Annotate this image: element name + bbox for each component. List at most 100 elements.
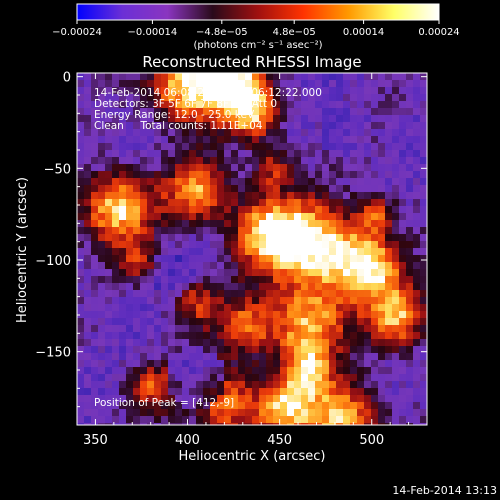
heatmap-cell xyxy=(112,311,120,319)
heatmap-cell xyxy=(329,290,337,298)
heatmap-cell xyxy=(371,325,379,333)
heatmap-cell xyxy=(112,318,120,326)
heatmap-cell xyxy=(392,220,400,228)
heatmap-cell xyxy=(203,234,211,242)
heatmap-cell xyxy=(147,108,155,116)
heatmap-cell xyxy=(119,248,127,256)
heatmap-cell xyxy=(350,402,358,410)
heatmap-cell xyxy=(217,388,225,396)
heatmap-cell xyxy=(287,388,295,396)
heatmap-cell xyxy=(420,304,427,312)
heatmap-cell xyxy=(168,171,176,179)
heatmap-cell xyxy=(308,416,316,424)
heatmap-cell xyxy=(84,157,92,165)
heatmap-cell xyxy=(238,220,246,228)
heatmap-cell xyxy=(308,143,316,151)
heatmap-cell xyxy=(322,290,330,298)
heatmap-cell xyxy=(203,255,211,263)
heatmap-cell xyxy=(189,381,197,389)
heatmap-cell xyxy=(420,416,427,424)
heatmap-cell xyxy=(329,80,337,88)
heatmap-cell xyxy=(126,87,134,95)
heatmap-cell xyxy=(217,234,225,242)
heatmap-cell xyxy=(140,150,148,158)
heatmap-cell xyxy=(91,360,99,368)
heatmap-cell xyxy=(322,129,330,137)
heatmap-cell xyxy=(343,122,351,130)
heatmap-cell xyxy=(224,87,232,95)
heatmap-cell xyxy=(385,122,393,130)
heatmap-cell xyxy=(133,311,141,319)
heatmap-cell xyxy=(385,360,393,368)
heatmap-cell xyxy=(322,220,330,228)
heatmap-cell xyxy=(371,164,379,172)
heatmap-cell xyxy=(287,311,295,319)
heatmap-cell xyxy=(245,178,253,186)
timestamp: 14-Feb-2014 13:13 xyxy=(392,484,497,497)
heatmap-cell xyxy=(266,213,274,221)
heatmap-cell xyxy=(273,206,281,214)
heatmap-cell xyxy=(385,192,393,200)
heatmap-cell xyxy=(378,80,386,88)
heatmap-cell xyxy=(154,94,162,102)
heatmap-cell xyxy=(266,290,274,298)
heatmap-cell xyxy=(308,311,316,319)
heatmap-cell xyxy=(266,395,274,403)
heatmap-cell xyxy=(147,283,155,291)
heatmap-cell xyxy=(161,87,169,95)
heatmap-cell xyxy=(413,157,421,165)
heatmap-cell xyxy=(84,367,92,375)
heatmap-cell xyxy=(77,283,85,291)
heatmap-cell xyxy=(357,283,365,291)
heatmap-cell xyxy=(329,339,337,347)
heatmap-cell xyxy=(322,416,330,424)
heatmap-cell xyxy=(343,185,351,193)
heatmap-cell xyxy=(301,283,309,291)
heatmap-cell xyxy=(280,269,288,277)
heatmap-cell xyxy=(252,206,260,214)
heatmap-cell xyxy=(245,374,253,382)
heatmap-cell xyxy=(182,101,190,109)
heatmap-cell xyxy=(245,395,253,403)
heatmap-cell xyxy=(112,297,120,305)
heatmap-cell xyxy=(273,416,281,424)
heatmap-cell xyxy=(105,108,113,116)
heatmap-cell xyxy=(84,318,92,326)
heatmap-cell xyxy=(231,122,239,130)
heatmap-cell xyxy=(252,234,260,242)
heatmap-cell xyxy=(343,150,351,158)
heatmap-cell xyxy=(119,402,127,410)
heatmap-cell xyxy=(98,255,106,263)
heatmap-cell xyxy=(259,409,267,417)
heatmap-cell xyxy=(98,332,106,340)
heatmap-cell xyxy=(399,248,407,256)
heatmap-cell xyxy=(203,262,211,270)
heatmap-cell xyxy=(224,73,232,81)
heatmap-cell xyxy=(210,164,218,172)
heatmap-cell xyxy=(259,255,267,263)
heatmap-cell xyxy=(231,241,239,249)
heatmap-cell xyxy=(196,395,204,403)
heatmap-cell xyxy=(112,388,120,396)
heatmap-cell xyxy=(266,255,274,263)
heatmap-cell xyxy=(189,220,197,228)
heatmap-cell xyxy=(238,241,246,249)
heatmap-cell xyxy=(392,332,400,340)
heatmap-cell xyxy=(245,360,253,368)
heatmap-cell xyxy=(329,136,337,144)
heatmap-cell xyxy=(245,101,253,109)
heatmap-cell xyxy=(245,115,253,123)
heatmap-cell xyxy=(175,262,183,270)
heatmap-cell xyxy=(399,283,407,291)
heatmap-cell xyxy=(175,353,183,361)
heatmap-cell xyxy=(399,304,407,312)
heatmap-cell xyxy=(350,206,358,214)
heatmap-cell xyxy=(217,94,225,102)
heatmap-cell xyxy=(245,304,253,312)
heatmap-cell xyxy=(308,94,316,102)
heatmap-cell xyxy=(196,164,204,172)
heatmap-cell xyxy=(308,150,316,158)
heatmap-cell xyxy=(399,185,407,193)
heatmap-cell xyxy=(245,423,253,425)
heatmap-cell xyxy=(217,136,225,144)
